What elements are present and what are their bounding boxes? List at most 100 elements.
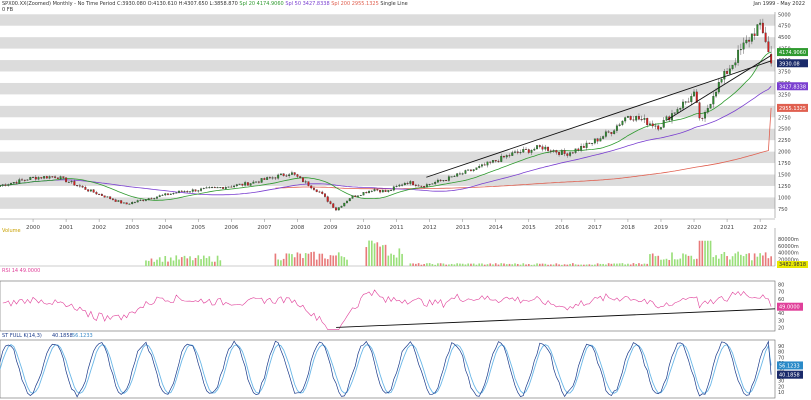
candle-body [180,190,183,192]
candle-body [194,189,197,192]
candle-body [313,187,315,190]
candle-body [40,177,43,179]
candle-body [32,176,35,178]
price-band [0,37,775,49]
candle-body [403,183,406,186]
volume-bar [461,263,464,266]
volume-tick-label: 20000m [778,257,799,263]
candle-body [200,188,203,191]
volume-bar [368,240,370,266]
candle-body [492,160,494,163]
price-value-text: 3930.08 [779,61,800,67]
candle-body [150,198,153,200]
candle-body [676,109,679,113]
stoch-tick-label: 90 [778,344,784,350]
candle-body [750,33,753,42]
time-tick-label: 2021 [720,225,734,231]
candle-body [246,182,249,186]
candle-body [117,200,120,202]
volume-bar [346,259,348,266]
candle-body [23,179,26,181]
candle-body [770,53,773,64]
volume-bar [393,254,395,266]
volume-bar [737,251,739,266]
volume-bar [439,263,442,266]
candle-body [742,42,745,50]
candle-body [67,181,70,183]
stoch-tick-label: 20 [778,384,784,390]
volume-bar [660,259,662,266]
volume-bar [370,240,373,266]
volume-bar [205,258,208,266]
volume-bar [759,253,761,266]
candle-body [315,189,318,192]
volume-bar [740,254,742,266]
candle-body [514,151,516,153]
volume-bar [304,253,307,266]
volume-bar [147,260,150,266]
volume-bar [156,259,158,266]
candle-body [538,145,541,147]
volume-bar [332,255,335,266]
price-axis: 7501000125015001750200022502500275030003… [774,12,791,218]
volume-bar [682,253,684,266]
candle-body [301,177,304,183]
candle-body [643,117,646,120]
volume-bar [588,264,591,266]
volume-bar [695,258,698,266]
time-tick-label: 2003 [125,225,139,231]
candle-body [519,152,522,154]
stoch-tick-label: 30 [778,379,784,385]
candle-body [156,196,158,199]
candle-body [629,116,632,120]
candle-body [508,155,511,157]
candle-body [610,132,613,134]
time-tick-label: 2014 [489,225,503,231]
candle-body [615,125,618,131]
candle-body [580,146,583,151]
stoch-d-line [0,344,772,394]
candle-body [145,199,147,201]
candle-body [263,178,266,180]
rsi-tick-label: 80 [778,283,784,289]
stoch-legend-d-value: 56.1233 [72,333,93,339]
time-tick-label: 2008 [290,225,304,231]
candle-body [602,136,605,139]
candle-body [147,198,150,200]
price-band [0,151,775,164]
candle-body [412,181,415,186]
candle-body [114,199,117,202]
candle-body [731,64,734,69]
candle-body [704,112,706,119]
volume-bar [558,264,560,266]
candle-body [238,183,241,185]
candle-body [522,149,525,153]
candle-body [21,179,23,181]
candle-body [18,179,21,184]
volume-bar [417,263,420,266]
candle-body [417,185,420,187]
time-tick-label: 2022 [753,225,767,231]
candle-body [392,186,395,191]
volume-bar [591,264,593,266]
candle-body [98,193,101,195]
volume-bar [538,263,541,266]
candle-body [436,179,439,183]
candle-body [164,193,167,196]
volume-bar [643,263,646,266]
volume-value-tag [777,261,808,268]
volume-bar [751,260,753,266]
candle-body [48,176,51,179]
candle-body [726,71,729,74]
volume-bar [516,263,519,266]
volume-bar [211,261,213,266]
candle-body [533,148,536,151]
time-tick-label: 2002 [92,225,106,231]
candle-body [536,145,538,150]
candle-body [547,146,550,151]
candle-body [175,192,178,194]
candle-body [169,193,172,195]
candle-body [596,138,599,142]
volume-bar [277,259,279,266]
stoch-tick-label: 50 [778,367,784,373]
